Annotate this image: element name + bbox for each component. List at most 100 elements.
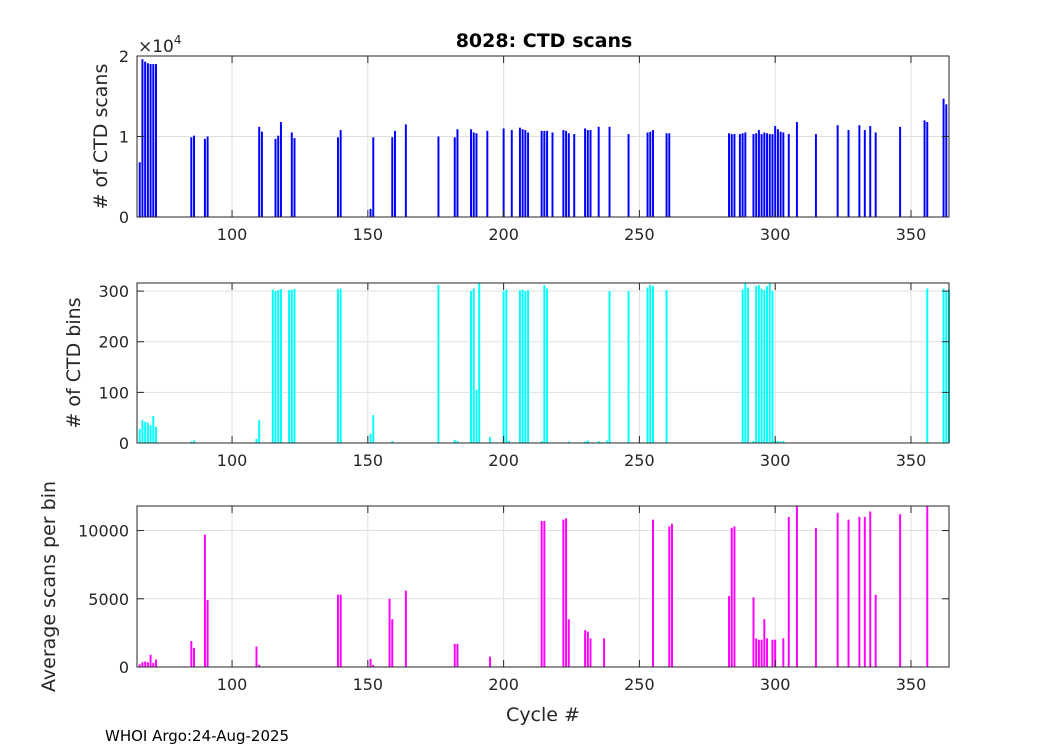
scans-bar — [144, 61, 147, 218]
bins-bar — [190, 441, 193, 443]
bins-y-tick-label: 300 — [98, 282, 129, 301]
scans-bar — [573, 134, 576, 217]
scans-bar — [847, 130, 850, 217]
avg-bar — [258, 664, 261, 667]
scans-bar — [741, 133, 744, 217]
avg-axes: 100 150 200 250 300 350 0 5000 10000 Average scan… — [38, 481, 950, 694]
avg-bar — [453, 643, 456, 667]
avg-bar — [404, 590, 407, 667]
avg-bar — [668, 526, 671, 667]
scans-bar — [665, 133, 668, 217]
bins-bar — [141, 420, 144, 443]
scans-bar — [540, 130, 543, 217]
avg-y-tick-label: 10000 — [78, 522, 129, 541]
bins-bar — [584, 441, 587, 443]
avg-bar — [926, 506, 929, 667]
avg-bar — [847, 519, 850, 667]
scans-y-tick-label: 1 — [119, 128, 129, 147]
bins-bar — [771, 291, 774, 443]
scans-bar — [437, 136, 440, 217]
avg-bar — [489, 656, 492, 667]
avg-y-tick-label: 5000 — [88, 590, 129, 609]
scans-bar — [779, 131, 782, 217]
scans-x-tick-label: 350 — [896, 225, 927, 244]
bins-bar — [193, 440, 196, 443]
avg-x-tick-label: 350 — [896, 675, 927, 694]
avg-bar — [863, 516, 866, 667]
scans-bar — [795, 122, 798, 217]
avg-bar — [899, 514, 902, 667]
bins-bar — [646, 287, 649, 443]
bins-bar — [567, 441, 570, 443]
bins-bar — [926, 288, 929, 443]
scans-bar — [453, 137, 456, 217]
bins-bar — [372, 415, 375, 443]
avg-bar — [752, 597, 755, 667]
scans-bar — [551, 132, 554, 217]
scans-x-tick-label: 300 — [760, 225, 791, 244]
scans-bar — [787, 134, 790, 217]
bins-bar — [763, 290, 766, 443]
scans-bar — [899, 126, 902, 217]
scans-bar — [138, 162, 141, 217]
bins-bar — [752, 440, 755, 443]
chart-title: 8028: CTD scans — [456, 30, 633, 52]
scans-bar — [766, 133, 769, 217]
avg-bar — [540, 521, 543, 667]
bins-bar — [146, 422, 149, 443]
scans-bar — [646, 132, 649, 217]
bins-x-tick-label: 100 — [217, 451, 248, 470]
bins-bar — [605, 440, 608, 443]
scans-x-tick-label: 200 — [488, 225, 519, 244]
scans-bar — [768, 134, 771, 217]
avg-bar — [193, 647, 196, 667]
scans-bar — [597, 126, 600, 217]
bins-bar — [768, 283, 771, 443]
scans-bar — [206, 136, 209, 217]
avg-bar — [766, 638, 769, 667]
avg-bar — [869, 511, 872, 667]
bins-bar — [290, 289, 293, 443]
bins-bar — [665, 290, 668, 443]
scans-bar — [404, 124, 407, 217]
scans-bar — [733, 134, 736, 217]
avg-y-tick-label: 0 — [119, 658, 129, 677]
scans-bar — [518, 127, 521, 217]
avg-bar — [774, 639, 777, 667]
scans-y-tick-label: 0 — [119, 208, 129, 227]
avg-bar — [155, 659, 157, 667]
scans-bar — [627, 134, 630, 217]
x-axis-label: Cycle # — [506, 704, 580, 726]
scans-bar — [290, 132, 293, 217]
bins-bar — [782, 440, 785, 443]
bins-bar — [597, 440, 600, 443]
scans-bar — [279, 122, 282, 217]
scans-bar — [543, 130, 546, 217]
avg-y-axis-label: Average scans per bin — [38, 481, 60, 692]
scans-bar — [782, 132, 785, 217]
avg-x-tick-label: 100 — [217, 675, 248, 694]
bins-bar — [945, 291, 948, 443]
bins-bar — [543, 285, 546, 443]
bins-bar — [453, 439, 456, 443]
bins-bar — [293, 289, 296, 443]
scans-bar — [372, 137, 375, 217]
scans-bar — [472, 132, 475, 217]
bins-bar — [279, 289, 282, 443]
footer-text: WHOI Argo:24-Aug-2025 — [105, 727, 289, 745]
avg-bar — [755, 638, 758, 667]
bins-bar — [271, 289, 274, 443]
avg-x-tick-label: 250 — [624, 675, 655, 694]
avg-bar — [589, 638, 592, 667]
bins-bar — [760, 288, 763, 443]
bins-bar — [369, 433, 372, 443]
bins-y-tick-label: 100 — [98, 383, 129, 402]
scans-bar — [863, 130, 866, 217]
scans-bar — [668, 133, 671, 217]
avg-bar — [730, 527, 733, 667]
bins-bar — [152, 416, 155, 443]
scans-bar — [738, 134, 741, 217]
avg-bar — [562, 519, 565, 667]
scans-bar — [470, 129, 473, 217]
bins-y-tick-label: 0 — [119, 434, 129, 453]
